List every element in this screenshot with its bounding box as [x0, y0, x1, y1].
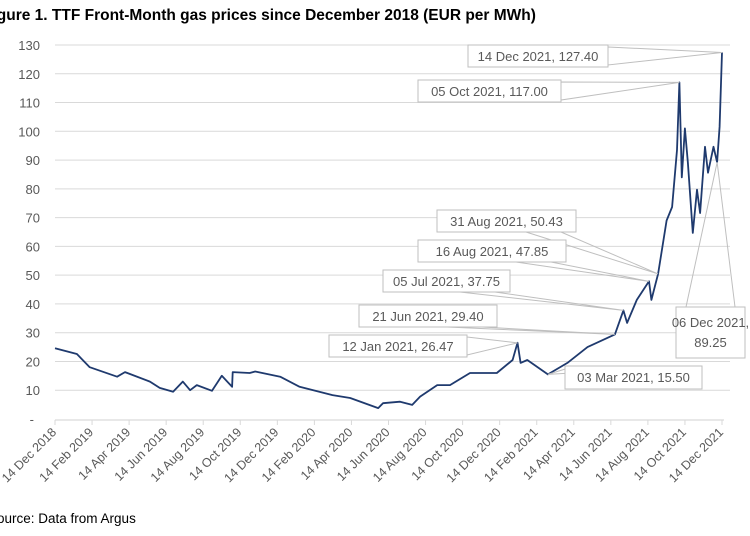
annotation-leader: [685, 162, 736, 308]
y-tick-label: 20: [26, 354, 40, 369]
annotation-label: 05 Oct 2021, 117.00: [431, 84, 548, 99]
annotation-leader: [607, 46, 723, 66]
annotation-label: 03 Mar 2021, 15.50: [577, 370, 690, 385]
annotation-box: [417, 239, 567, 263]
y-tick-label: 30: [26, 326, 40, 341]
y-tick-label: 120: [18, 67, 40, 82]
y-tick-label: 50: [26, 268, 40, 283]
y-tick-label: -: [30, 412, 34, 427]
annotation-box: [675, 306, 746, 359]
annotation-label: 05 Jul 2021, 37.75: [393, 274, 500, 289]
annotation-box: [417, 79, 562, 103]
annotation-leader: [466, 336, 518, 356]
annotation-box: [467, 44, 609, 68]
annotation-label: 12 Jan 2021, 26.47: [342, 339, 453, 354]
y-tick-label: 100: [18, 124, 40, 139]
price-series-line: [54, 52, 723, 410]
y-tick-label: 130: [18, 38, 40, 53]
y-tick-label: 80: [26, 182, 40, 197]
annotation-value: 89.25: [694, 335, 727, 350]
annotation-label: 06 Dec 2021,: [672, 315, 749, 330]
annotation-box: [564, 365, 703, 390]
source-note: Source: Data from Argus: [0, 511, 136, 526]
annotation-label: 21 Jun 2021, 29.40: [372, 309, 483, 324]
y-tick-label: 60: [26, 239, 40, 254]
y-tick-label: 40: [26, 297, 40, 312]
annotation-leader: [446, 326, 615, 335]
annotation-leader: [560, 81, 680, 101]
y-tick-label: 110: [19, 96, 40, 111]
y-tick-label: 10: [26, 383, 40, 398]
annotation-box: [382, 269, 511, 293]
annotation-label: 14 Dec 2021, 127.40: [478, 49, 599, 64]
y-tick-label: 90: [26, 153, 40, 168]
chart-title: Figure 1. TTF Front-Month gas prices sin…: [0, 7, 536, 24]
annotation-box: [358, 304, 498, 328]
annotation-label: 31 Aug 2021, 50.43: [450, 214, 563, 229]
annotation-label: 16 Aug 2021, 47.85: [436, 244, 549, 259]
annotation-box: [436, 209, 577, 233]
y-tick-label: 70: [26, 211, 40, 226]
annotation-box: [328, 334, 468, 358]
